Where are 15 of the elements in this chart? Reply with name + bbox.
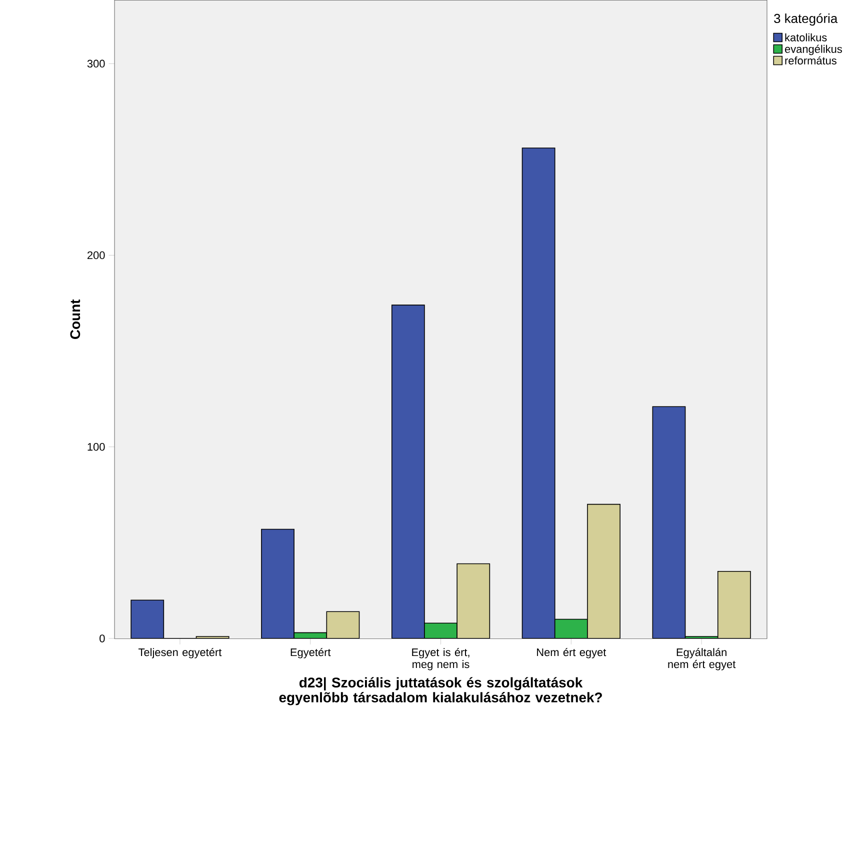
x-axis-title: d23| Szociális juttatások és szolgáltatások egyenlõbb társadalom kialakulásához vezetnek? xyxy=(279,677,602,706)
legend-title: 3 kategória xyxy=(774,14,838,26)
legend-label: evangélikus xyxy=(784,45,842,56)
x-tick-label: Egyáltalán nem ért egyet xyxy=(668,648,736,670)
y-tick-label: 200 xyxy=(87,252,105,260)
x-tick-label: Teljesen egyetért xyxy=(138,648,222,659)
legend-label: katolikus xyxy=(785,34,827,42)
y-tick-label: 0 xyxy=(100,634,105,643)
y-tick-label: 300 xyxy=(87,60,105,68)
legend-label: református xyxy=(785,56,836,65)
x-tick-label: Egyetért xyxy=(290,648,331,659)
x-tick-label: Nem ért egyet xyxy=(537,648,606,659)
x-tick-label: Egyet is ért, meg nem is xyxy=(412,648,470,670)
y-tick-label: 100 xyxy=(88,443,105,451)
y-axis-title: Count xyxy=(70,300,80,340)
